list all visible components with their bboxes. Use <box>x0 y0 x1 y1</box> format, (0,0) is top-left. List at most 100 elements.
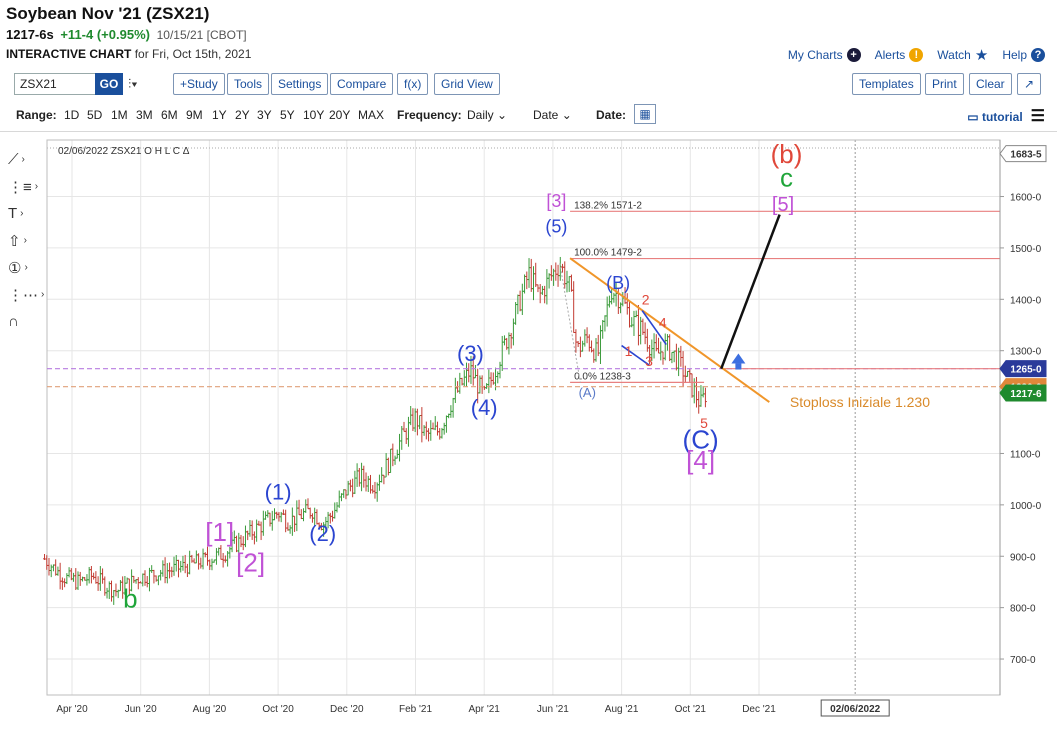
range-1d[interactable]: 1D <box>64 108 80 122</box>
date-mode-select[interactable]: Date ⌄ <box>533 108 572 122</box>
ohlc-bar <box>101 568 105 584</box>
tools-button[interactable]: Tools <box>227 73 270 95</box>
tutorial-link[interactable]: ▭ tutorial ☰ <box>967 106 1045 126</box>
x-tick-label: Jun '21 <box>537 704 569 715</box>
ohlc-bar <box>261 510 265 536</box>
range-1m[interactable]: 1M <box>111 108 128 122</box>
y-tick-label: 700-0 <box>1010 655 1036 666</box>
pattern-tool[interactable]: ⋮⋯ › <box>8 281 44 308</box>
ohlc-bar <box>480 375 484 394</box>
menu-icon[interactable]: ☰ <box>1030 108 1045 125</box>
study-button[interactable]: +Study <box>173 73 225 95</box>
ohlc-bar <box>569 274 573 292</box>
help-link[interactable]: Help? <box>1002 46 1045 64</box>
chart-type-icon[interactable]: ⫶▾ <box>128 76 138 91</box>
ohlc-bar <box>603 315 607 332</box>
ohlc-bar <box>185 563 189 578</box>
ohlc-bar <box>49 564 53 578</box>
ohlc-bar <box>268 512 272 527</box>
ohlc-bar <box>585 327 589 344</box>
ohlc-bar <box>420 407 424 443</box>
my-charts-label: My Charts <box>787 48 843 62</box>
ohlc-bar <box>351 478 355 498</box>
wave-label: (A) <box>579 385 596 400</box>
range-3m[interactable]: 3M <box>136 108 153 122</box>
range-10y[interactable]: 10Y <box>303 108 325 122</box>
wave-label: (3) <box>457 341 484 366</box>
alerts-link[interactable]: Alerts! <box>875 46 924 64</box>
text-tool[interactable]: T › <box>8 200 44 227</box>
ohlc-bar <box>529 258 533 292</box>
ohlc-bar <box>630 317 634 328</box>
ohlc-bar <box>652 333 656 359</box>
watch-link[interactable]: Watch ★ <box>937 46 988 64</box>
function-button[interactable]: f(x) <box>397 73 429 95</box>
range-3y[interactable]: 3Y <box>257 108 272 122</box>
symbol-input[interactable] <box>14 73 96 95</box>
grid-view-button[interactable]: Grid View <box>434 73 500 95</box>
y-tick-label: 800-0 <box>1010 604 1036 615</box>
y-tick-label: 1500-0 <box>1010 244 1042 255</box>
ohlc-bar <box>210 558 214 571</box>
magnet-tool[interactable]: ∩ <box>8 308 44 335</box>
ohlc-bar <box>252 531 256 545</box>
x-tick-label: Dec '20 <box>330 704 364 715</box>
wave-label: 3 <box>645 353 653 369</box>
range-20y[interactable]: 20Y <box>329 108 351 122</box>
wave-label: [1] <box>205 517 234 547</box>
templates-button[interactable]: Templates <box>852 73 921 95</box>
range-6m[interactable]: 6M <box>161 108 178 122</box>
ohlc-bar <box>371 485 375 494</box>
line-tool[interactable]: ⟋ › <box>8 146 44 173</box>
ohlc-bar <box>362 465 366 488</box>
wedge-line-upper <box>641 310 667 345</box>
range-1y[interactable]: 1Y <box>212 108 227 122</box>
ohlc-bar <box>574 329 578 353</box>
ohlc-bar <box>335 502 339 513</box>
my-charts-link[interactable]: My Charts + <box>788 46 861 64</box>
wave-label: c <box>780 162 793 192</box>
y-tick-label: 1000-0 <box>1010 501 1042 512</box>
wave-label: [3] <box>546 191 566 211</box>
clear-button[interactable]: Clear <box>969 73 1012 95</box>
level-price-badge: 1265-0 <box>999 360 1047 378</box>
toolbar-divider <box>0 131 1057 132</box>
y-tick-label: 900-0 <box>1010 552 1036 563</box>
compare-button[interactable]: Compare <box>330 73 394 95</box>
range-9m[interactable]: 9M <box>186 108 203 122</box>
ohlc-bar <box>415 408 419 436</box>
ohlc-bar <box>487 369 491 394</box>
ohlc-bar <box>192 558 196 564</box>
fibonacci-tool[interactable]: ⋮≡ › <box>8 173 44 200</box>
wave-label-tool[interactable]: ① › <box>8 254 44 281</box>
ohlc-bar <box>366 475 370 492</box>
chevron-right-icon: › <box>24 262 28 273</box>
arrow-tool[interactable]: ⇧ › <box>8 227 44 254</box>
wedge-line-lower <box>621 344 650 366</box>
ohlc-bar <box>444 415 448 433</box>
ohlc-bar <box>406 416 410 447</box>
ohlc-bar <box>125 577 129 584</box>
range-max[interactable]: MAX <box>358 108 385 122</box>
ohlc-bar <box>612 292 616 303</box>
range-5d[interactable]: 5D <box>87 108 103 122</box>
date-label: Date: <box>596 108 627 122</box>
range-2y[interactable]: 2Y <box>235 108 250 122</box>
go-button[interactable]: GO <box>95 73 123 95</box>
print-button[interactable]: Print <box>925 73 964 95</box>
ohlc-bar <box>163 557 167 584</box>
ohlc-bar <box>259 521 263 541</box>
frequency-select[interactable]: Daily ⌄ <box>467 108 507 122</box>
ohlc-bar <box>181 555 185 571</box>
ohlc-bar <box>219 545 223 560</box>
range-5y[interactable]: 5Y <box>280 108 295 122</box>
calendar-icon[interactable]: ▦ <box>634 104 656 124</box>
ohlc-bar <box>243 525 247 548</box>
ohlc-bar <box>697 391 701 414</box>
ohlc-bar <box>567 276 571 292</box>
ohlc-bar <box>578 336 582 358</box>
settings-button[interactable]: Settings <box>271 73 329 95</box>
expand-button[interactable]: ↗ <box>1017 73 1042 95</box>
ohlc-bar <box>364 472 368 492</box>
